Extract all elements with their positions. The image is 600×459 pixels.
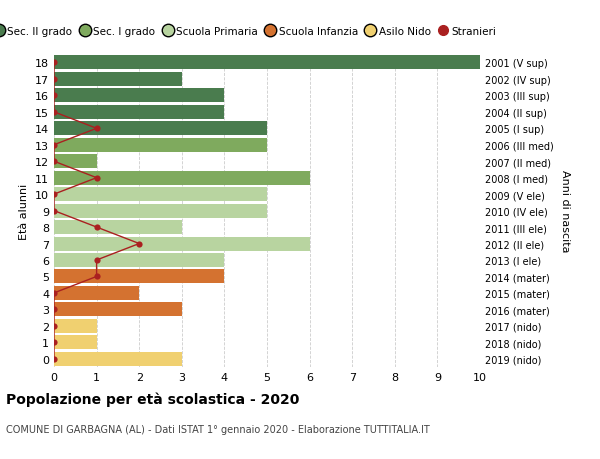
Point — [49, 207, 59, 215]
Point — [49, 92, 59, 100]
Y-axis label: Età alunni: Età alunni — [19, 183, 29, 239]
Bar — [54, 319, 97, 333]
Bar — [54, 303, 182, 317]
Point — [49, 355, 59, 363]
Point — [49, 290, 59, 297]
Bar — [54, 106, 224, 119]
Bar — [54, 89, 224, 103]
Bar — [54, 122, 267, 136]
Point — [92, 125, 101, 133]
Point — [49, 191, 59, 198]
Bar — [54, 221, 182, 235]
Point — [49, 142, 59, 149]
Point — [134, 241, 144, 248]
Text: Popolazione per età scolastica - 2020: Popolazione per età scolastica - 2020 — [6, 392, 299, 406]
Bar — [54, 56, 480, 70]
Point — [92, 273, 101, 280]
Bar — [54, 204, 267, 218]
Point — [49, 158, 59, 166]
Bar — [54, 336, 97, 350]
Bar — [54, 253, 224, 268]
Bar — [54, 139, 267, 152]
Bar — [54, 155, 97, 169]
Bar — [54, 237, 310, 251]
Point — [92, 174, 101, 182]
Point — [49, 339, 59, 346]
Point — [49, 76, 59, 84]
Legend: Sec. II grado, Sec. I grado, Scuola Primaria, Scuola Infanzia, Asilo Nido, Stran: Sec. II grado, Sec. I grado, Scuola Prim… — [0, 23, 500, 41]
Bar — [54, 171, 310, 185]
Text: COMUNE DI GARBAGNA (AL) - Dati ISTAT 1° gennaio 2020 - Elaborazione TUTTITALIA.I: COMUNE DI GARBAGNA (AL) - Dati ISTAT 1° … — [6, 424, 430, 434]
Point — [49, 109, 59, 116]
Point — [49, 323, 59, 330]
Point — [49, 60, 59, 67]
Bar — [54, 188, 267, 202]
Point — [92, 224, 101, 231]
Y-axis label: Anni di nascita: Anni di nascita — [560, 170, 570, 252]
Point — [92, 257, 101, 264]
Bar — [54, 286, 139, 300]
Bar — [54, 352, 182, 366]
Bar — [54, 73, 182, 87]
Bar — [54, 270, 224, 284]
Point — [49, 306, 59, 313]
